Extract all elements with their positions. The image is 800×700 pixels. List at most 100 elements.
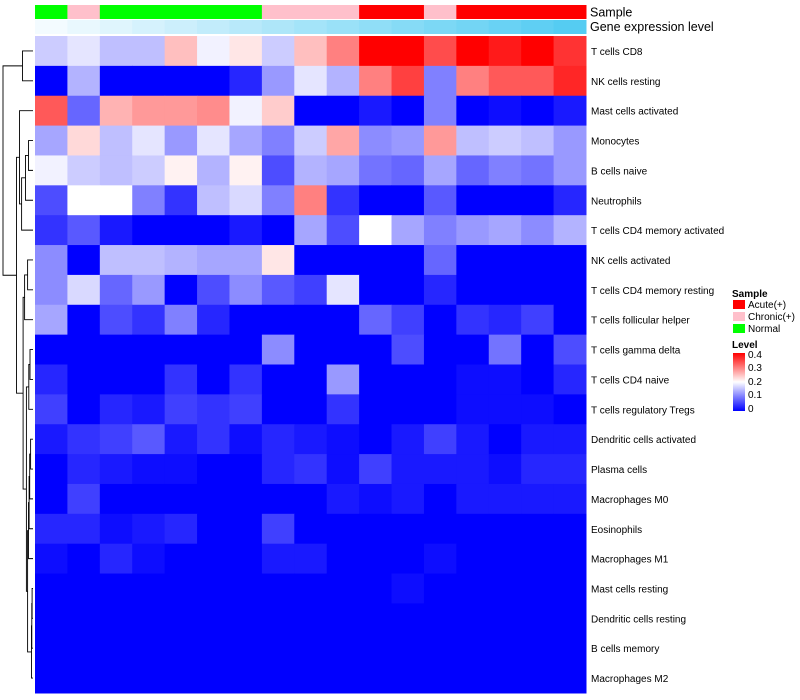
heatmap-cell bbox=[35, 215, 68, 246]
heatmap-cell bbox=[456, 274, 490, 306]
heatmap-cell bbox=[294, 95, 328, 127]
heatmap-cell bbox=[488, 364, 522, 395]
heatmap-cell bbox=[67, 454, 101, 485]
heatmap-cell bbox=[229, 424, 263, 455]
heatmap-cell bbox=[521, 424, 555, 455]
heatmap-cell bbox=[35, 65, 68, 97]
heatmap-cell bbox=[391, 274, 425, 306]
heatmap-cell bbox=[423, 274, 457, 306]
heatmap-cell bbox=[391, 155, 425, 186]
heatmap-cell bbox=[132, 125, 166, 156]
legend-level-title: Level bbox=[732, 340, 758, 351]
heatmap-cell bbox=[423, 633, 457, 664]
heatmap-cell bbox=[261, 155, 295, 186]
heatmap-cell bbox=[132, 513, 166, 545]
heatmap-cell bbox=[423, 334, 457, 365]
sample-annotation-cell bbox=[164, 5, 198, 19]
heatmap-cell bbox=[456, 483, 490, 515]
heatmap-cell bbox=[521, 663, 555, 694]
heatmap-cell bbox=[456, 185, 490, 216]
heatmap-cell bbox=[35, 95, 68, 127]
heatmap-cell bbox=[35, 36, 68, 67]
gene-expression-annotation-cell bbox=[99, 20, 133, 34]
heatmap-cell bbox=[164, 663, 198, 694]
heatmap-cell bbox=[261, 334, 295, 365]
legend-level-tick-0.3: 0.3 bbox=[748, 363, 762, 374]
heatmap-cell bbox=[326, 573, 360, 604]
heatmap-cell bbox=[164, 65, 198, 97]
row-label: B cells memory bbox=[591, 644, 659, 655]
heatmap-cell bbox=[35, 603, 68, 634]
heatmap-cell bbox=[391, 543, 425, 575]
heatmap-cell bbox=[294, 573, 328, 604]
heatmap-cell bbox=[197, 454, 230, 485]
heatmap-cell bbox=[391, 65, 425, 97]
heatmap-cell bbox=[456, 663, 490, 694]
heatmap-cell bbox=[423, 155, 457, 186]
heatmap-cell bbox=[164, 304, 198, 336]
heatmap-cell bbox=[553, 483, 587, 515]
sample-annotation-cell bbox=[391, 5, 425, 19]
heatmap-cell bbox=[261, 483, 295, 515]
dendrogram-branch bbox=[21, 177, 33, 231]
heatmap-cell bbox=[294, 394, 328, 425]
heatmap-cell bbox=[488, 304, 522, 336]
heatmap-cell bbox=[35, 394, 68, 425]
heatmap-cell bbox=[326, 36, 360, 67]
heatmap-cell bbox=[488, 274, 522, 306]
heatmap-cell bbox=[456, 125, 490, 156]
heatmap-cell bbox=[229, 274, 263, 306]
heatmap-cell bbox=[553, 513, 587, 545]
row-label: Neutrophils bbox=[591, 196, 642, 207]
heatmap-cell bbox=[35, 483, 68, 515]
heatmap-cell bbox=[197, 304, 230, 336]
heatmap-cell bbox=[359, 36, 393, 67]
heatmap-cell bbox=[391, 364, 425, 395]
heatmap-cell bbox=[326, 334, 360, 365]
heatmap-cell bbox=[197, 95, 230, 127]
heatmap-cell bbox=[553, 454, 587, 485]
heatmap-cell bbox=[423, 573, 457, 604]
gene-expression-annotation-cell bbox=[391, 20, 425, 34]
heatmap-cell bbox=[326, 125, 360, 156]
heatmap-cell bbox=[553, 663, 587, 694]
heatmap-cell bbox=[99, 245, 133, 276]
row-label: T cells CD8 bbox=[591, 47, 643, 58]
row-label: T cells follicular helper bbox=[591, 316, 690, 327]
heatmap-cell bbox=[456, 334, 490, 365]
heatmap-cell bbox=[35, 663, 68, 694]
heatmap-cell bbox=[553, 573, 587, 604]
heatmap-cell bbox=[229, 663, 263, 694]
heatmap-cell bbox=[423, 483, 457, 515]
heatmap-cell bbox=[197, 65, 230, 97]
heatmap-cell bbox=[132, 185, 166, 216]
heatmap-cell bbox=[67, 603, 101, 634]
heatmap-cell bbox=[67, 334, 101, 365]
heatmap-cell bbox=[423, 95, 457, 127]
heatmap-cell bbox=[164, 543, 198, 575]
column-annotations bbox=[35, 5, 587, 34]
heatmap-cell bbox=[99, 513, 133, 545]
heatmap-cell bbox=[326, 155, 360, 186]
dendrogram-branch bbox=[24, 274, 33, 321]
heatmap-cell bbox=[521, 364, 555, 395]
heatmap-cell bbox=[294, 304, 328, 336]
gene-expression-annotation-cell bbox=[488, 20, 522, 34]
heatmap-cell bbox=[67, 633, 101, 664]
heatmap-cell bbox=[391, 424, 425, 455]
row-label: B cells naive bbox=[591, 166, 648, 177]
heatmap-cell bbox=[359, 483, 393, 515]
heatmap-cell bbox=[197, 424, 230, 455]
heatmap-cell bbox=[553, 334, 587, 365]
gene-expression-annotation-cell bbox=[456, 20, 490, 34]
heatmap-cell bbox=[359, 424, 393, 455]
heatmap-cell bbox=[456, 633, 490, 664]
heatmap-cell bbox=[164, 215, 198, 246]
heatmap-cell bbox=[261, 513, 295, 545]
sample-annotation-cell bbox=[229, 5, 263, 19]
heatmap-cell bbox=[294, 185, 328, 216]
heatmap-cell bbox=[197, 603, 230, 634]
heatmap-cell bbox=[197, 663, 230, 694]
row-label: T cells CD4 memory activated bbox=[591, 226, 724, 237]
heatmap-cell bbox=[326, 245, 360, 276]
